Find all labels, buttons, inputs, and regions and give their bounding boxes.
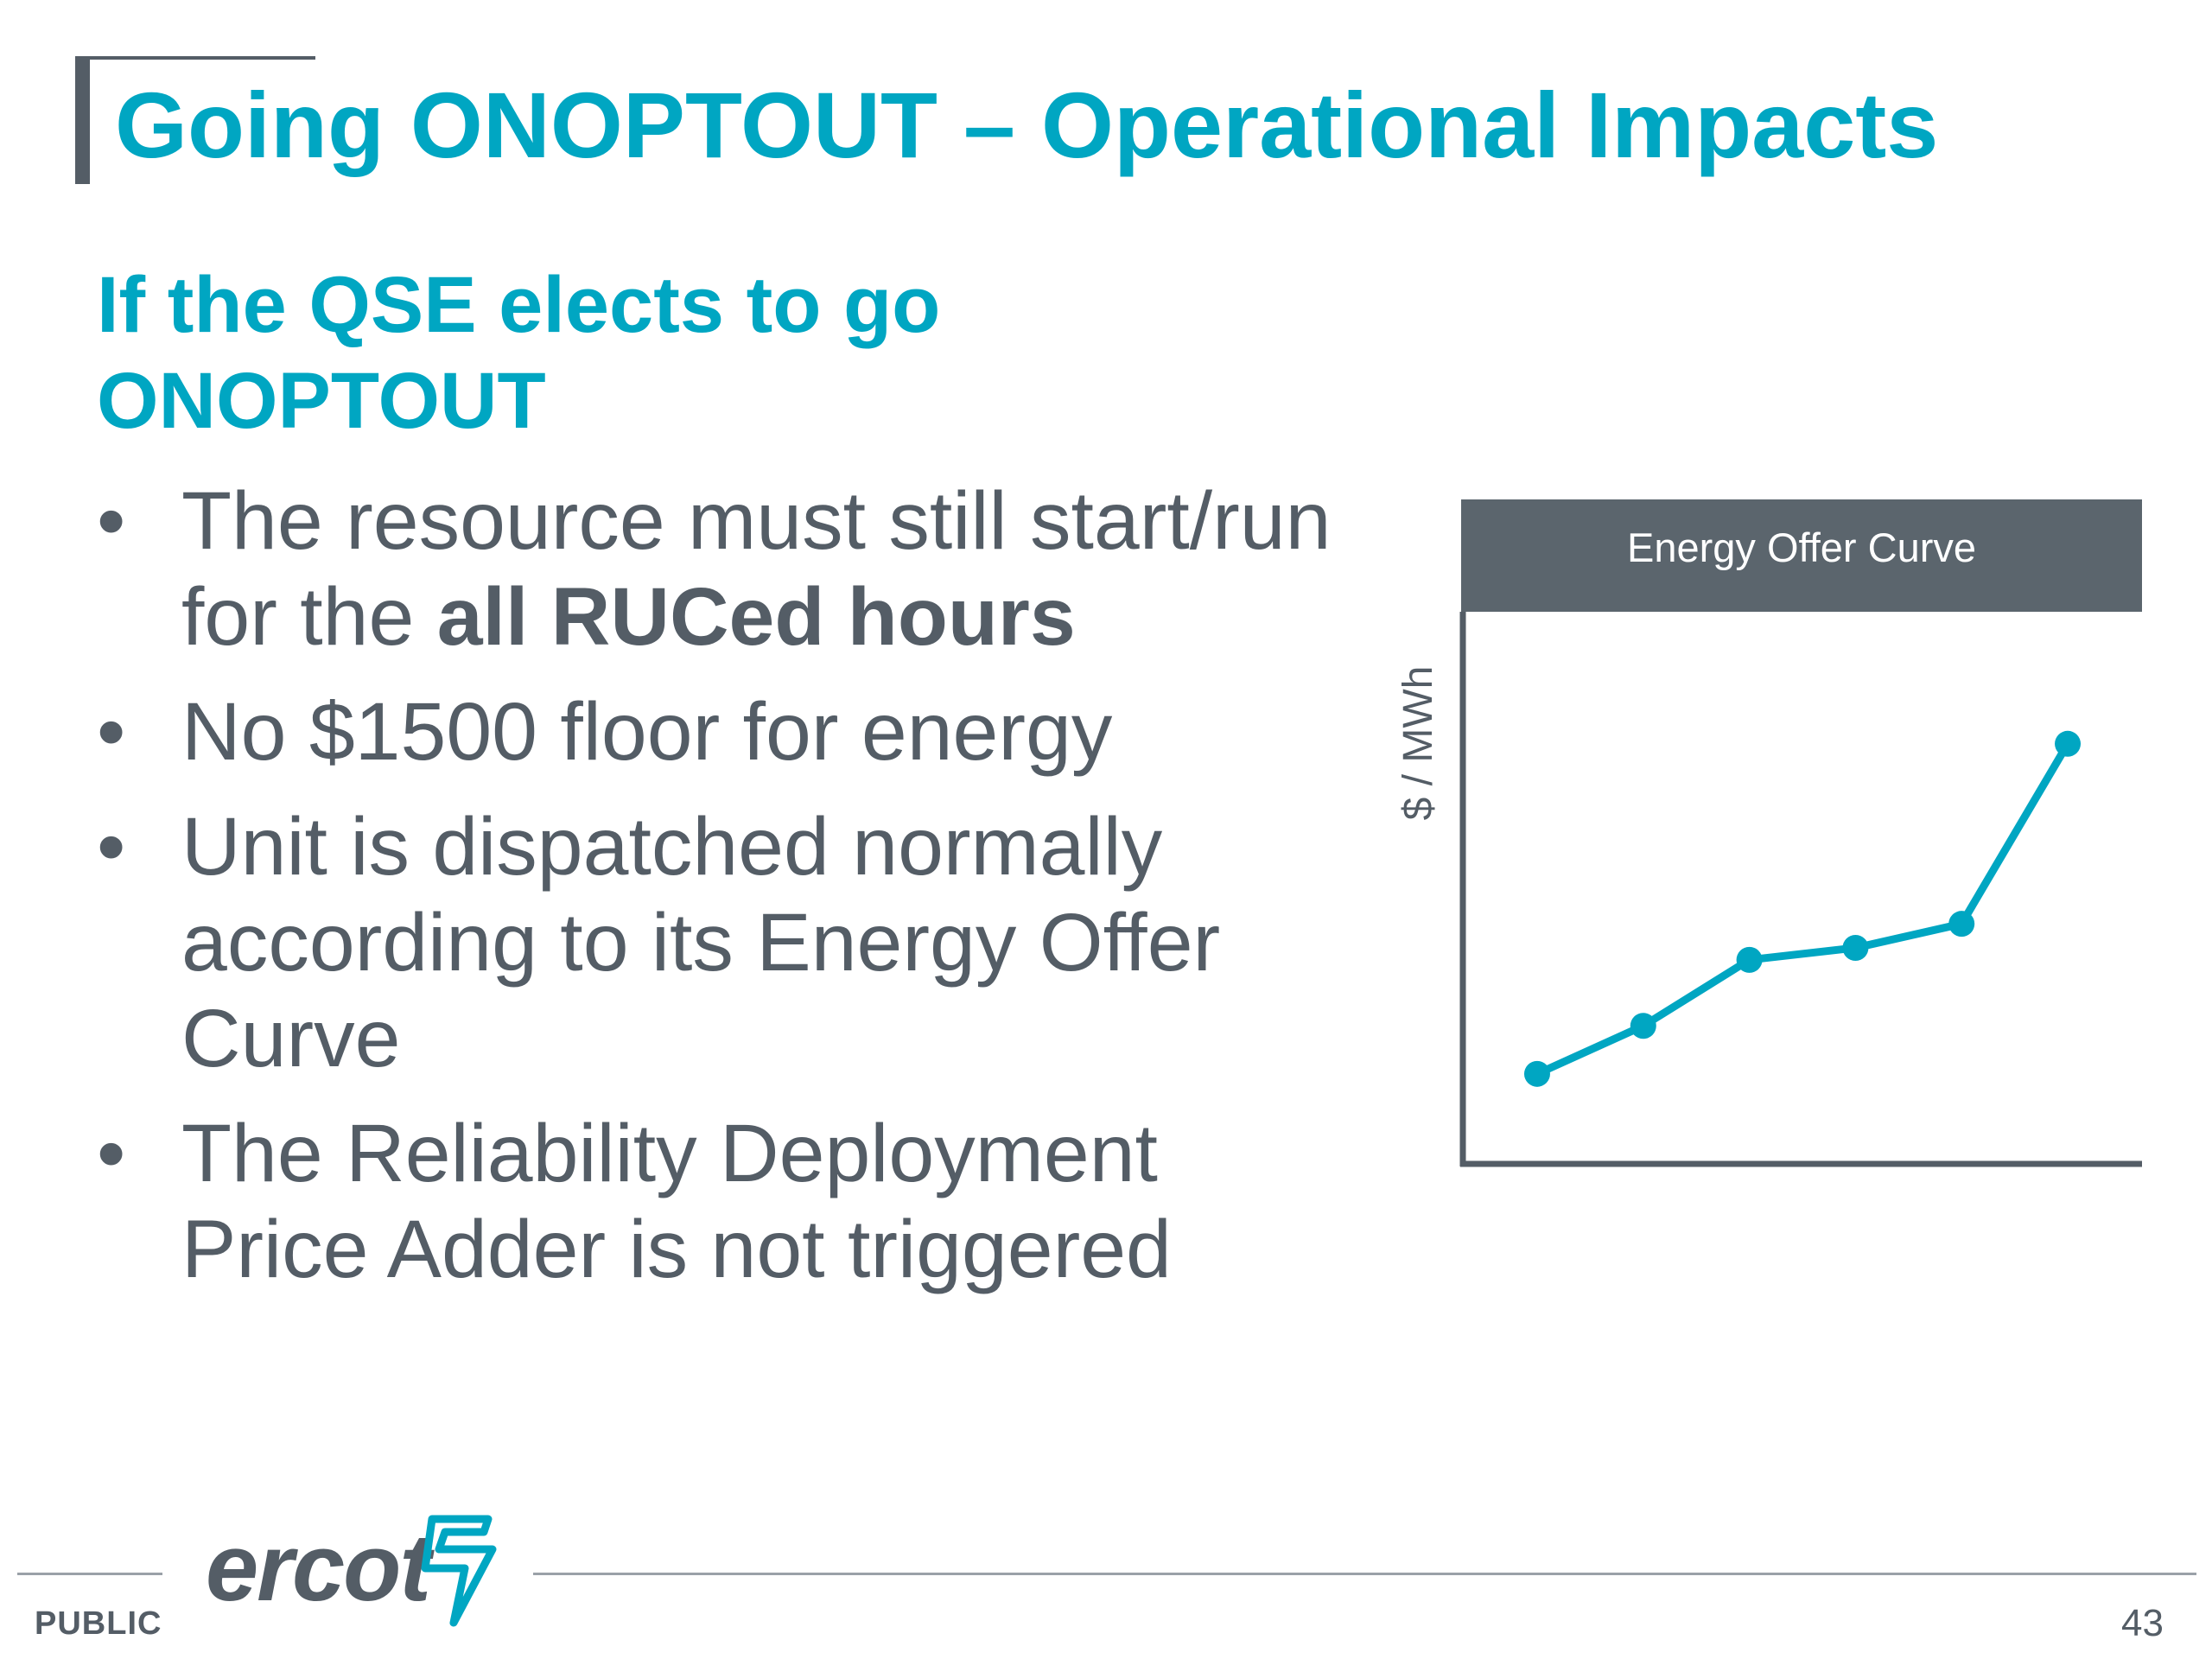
chart-title: Energy Offer Curve <box>1627 524 1976 570</box>
bullet-text: The resource must still start/run for th… <box>181 475 1332 663</box>
slide-subheading: If the QSE elects to go ONOPTOUT <box>97 257 940 449</box>
bullet-item: • The Reliability Deployment Price Adder… <box>97 1106 1305 1298</box>
offer-curve-point-5 <box>1948 911 1975 938</box>
y-axis-label: $ / MWh <box>1395 666 1441 821</box>
footer-rule-right <box>533 1573 2196 1575</box>
logo-wordmark: ercot <box>206 1515 431 1621</box>
offer-curve-point-3 <box>1736 946 1763 973</box>
bullet-dot: • <box>97 801 126 893</box>
logo-lightning-icon <box>421 1515 497 1627</box>
bullet-item: • Unit is dispatched normally according … <box>97 799 1322 1087</box>
offer-curve-line <box>1535 741 2071 1077</box>
title-accent-line <box>75 56 315 60</box>
bullet-text: The Reliability Deployment Price Adder i… <box>181 1108 1172 1295</box>
chart-svg: Energy Offer Curve $ / MWh <box>1395 499 2142 1167</box>
bullet-text: No $1500 floor for energy <box>181 686 1113 778</box>
page-number: 43 <box>2121 1602 2164 1644</box>
offer-curve-point-2 <box>1630 1013 1656 1039</box>
bullet-list: • The resource must still start/run for … <box>97 474 1393 1317</box>
title-accent-bar <box>75 58 90 184</box>
footer-rule-left <box>17 1573 162 1575</box>
offer-curve-point-6 <box>2055 730 2082 757</box>
energy-offer-chart: Energy Offer Curve $ / MWh <box>1382 497 2160 1171</box>
slide-title: Going ONOPTOUT – Operational Impacts <box>115 73 1939 177</box>
offer-curve-point-4 <box>1842 934 1869 961</box>
subheading-line-2: ONOPTOUT <box>97 357 546 445</box>
bullet-dot: • <box>97 686 126 778</box>
subheading-line-1: If the QSE elects to go <box>97 261 941 349</box>
bullet-dot: • <box>97 1108 126 1199</box>
bullet-text: Unit is dispatched normally according to… <box>181 801 1221 1084</box>
bullet-bold-text: all RUCed hours <box>436 571 1076 663</box>
chart-header-band <box>1461 499 2142 612</box>
bullet-item: • No $1500 floor for energy <box>97 684 1393 780</box>
offer-curve-series <box>1523 730 2082 1087</box>
offer-curve-point-1 <box>1523 1060 1550 1087</box>
bullet-dot: • <box>97 475 126 567</box>
classification-label: PUBLIC <box>35 1605 162 1642</box>
bullet-item: • The resource must still start/run for … <box>97 474 1426 665</box>
